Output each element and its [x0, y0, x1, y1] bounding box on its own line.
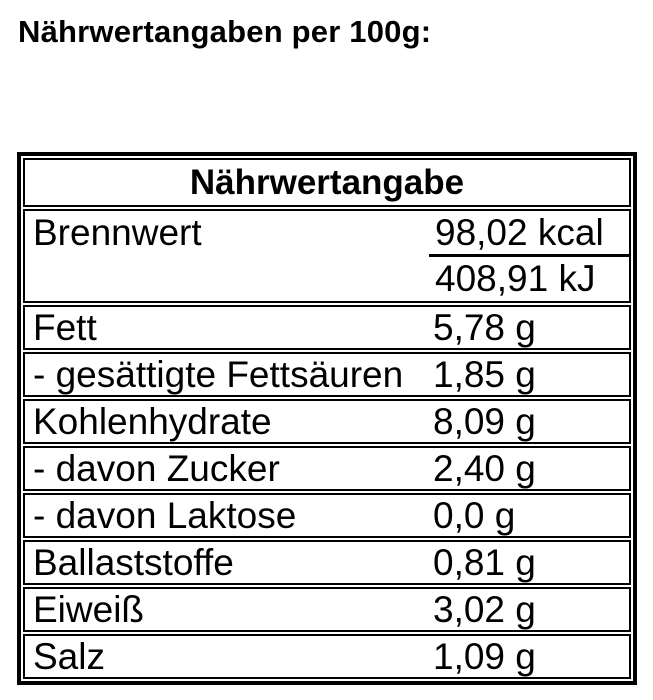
nutrition-table-header-row: Nährwertangabe	[23, 158, 631, 207]
table-row-fett: Fett 5,78 g	[23, 305, 631, 350]
row-value: 2,40 g	[433, 448, 536, 489]
row-value: 0,81 g	[433, 542, 536, 583]
table-row-ballaststoffe: Ballaststoffe 0,81 g	[23, 540, 631, 585]
table-row-energy: Brennwert 98,02 kcal 408,91 kJ	[23, 209, 631, 303]
energy-value-kcal: 98,02 kcal	[429, 211, 629, 257]
page-title: Nährwertangaben per 100g:	[18, 14, 432, 49]
table-row-eiweiss: Eiweiß 3,02 g	[23, 587, 631, 632]
row-label: Kohlenhydrate	[33, 401, 272, 442]
energy-value-kj: 408,91 kJ	[435, 258, 596, 299]
row-label: - gesättigte Fettsäuren	[33, 354, 404, 395]
row-value: 3,02 g	[433, 589, 536, 630]
row-label: - davon Laktose	[33, 495, 297, 536]
row-value: 1,85 g	[433, 354, 536, 395]
row-label: Salz	[33, 636, 105, 677]
table-row-davon-laktose: - davon Laktose 0,0 g	[23, 493, 631, 538]
row-value: 0,0 g	[433, 495, 516, 536]
table-row-davon-zucker: - davon Zucker 2,40 g	[23, 446, 631, 491]
table-row-kohlenhydrate: Kohlenhydrate 8,09 g	[23, 399, 631, 444]
row-label: - davon Zucker	[33, 448, 280, 489]
table-row-salz: Salz 1,09 g	[23, 634, 631, 679]
row-value: 1,09 g	[433, 636, 536, 677]
table-row-gesaettigte-fettsaeuren: - gesättigte Fettsäuren 1,85 g	[23, 352, 631, 397]
energy-values: 98,02 kcal 408,91 kJ	[429, 211, 629, 301]
row-label: Ballaststoffe	[33, 542, 234, 583]
nutrition-table: Nährwertangabe Brennwert 98,02 kcal 408,…	[17, 152, 637, 685]
row-value: 8,09 g	[433, 401, 536, 442]
nutrition-table-title: Nährwertangabe	[189, 163, 465, 202]
row-label: Eiweiß	[33, 589, 145, 630]
energy-label: Brennwert	[33, 212, 202, 253]
row-label: Fett	[33, 307, 97, 348]
row-value: 5,78 g	[433, 307, 536, 348]
